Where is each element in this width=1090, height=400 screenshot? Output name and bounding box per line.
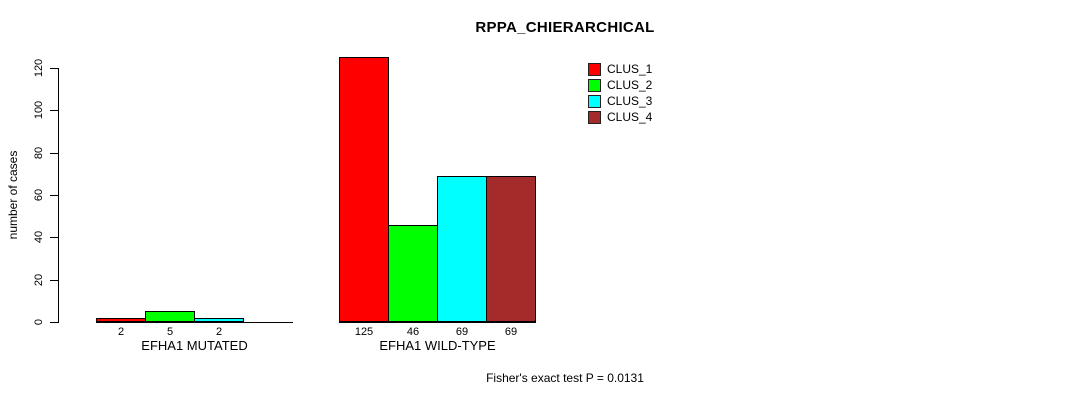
y-axis-line — [58, 68, 59, 323]
x-axis-baseline — [339, 322, 536, 323]
chart-title: RPPA_CHIERARCHICAL — [475, 19, 655, 36]
y-tick-mark — [50, 68, 58, 69]
bar-value-label: 46 — [406, 326, 420, 338]
bar-value-label: 69 — [504, 326, 518, 338]
y-tick-mark — [50, 195, 58, 196]
y-tick-mark — [50, 237, 58, 238]
bar-clus_3-group1 — [194, 318, 244, 322]
legend-item-clus_4: CLUS_4 — [588, 109, 652, 125]
legend-item-clus_2: CLUS_2 — [588, 77, 652, 93]
legend-label: CLUS_4 — [607, 110, 653, 124]
legend-swatch-icon — [588, 110, 601, 124]
y-tick-mark — [50, 280, 58, 281]
bar-value-label: 5 — [166, 326, 174, 338]
x-axis-baseline — [96, 322, 293, 323]
legend-swatch-icon — [588, 62, 601, 76]
y-tick-mark — [50, 322, 58, 323]
bar-clus_3-group2 — [437, 176, 487, 322]
bar-clus_2-group1 — [145, 311, 195, 322]
y-tick-mark — [50, 153, 58, 154]
legend-label: CLUS_1 — [607, 62, 653, 76]
legend-swatch-icon — [588, 78, 601, 92]
bar-clus_1-group2 — [339, 57, 389, 322]
y-tick-mark — [50, 110, 58, 111]
bar-value-label: 2 — [215, 326, 223, 338]
bar-value-label: 69 — [455, 326, 469, 338]
legend: CLUS_1 CLUS_2 CLUS_3 CLUS_4 — [588, 61, 652, 125]
legend-swatch-icon — [588, 94, 601, 108]
legend-item-clus_3: CLUS_3 — [588, 93, 652, 109]
bar-value-label: 2 — [117, 326, 125, 338]
legend-label: CLUS_2 — [607, 78, 653, 92]
x-category-label: EFHA1 MUTATED — [141, 338, 248, 353]
annotation-text: Fisher's exact test P = 0.0131 — [486, 371, 644, 385]
bar-clus_4-group2 — [486, 176, 536, 322]
legend-label: CLUS_3 — [607, 94, 653, 108]
bar-value-label: 125 — [354, 326, 374, 338]
bar-clus_2-group2 — [388, 225, 438, 322]
bar-clus_1-group1 — [96, 318, 146, 322]
x-category-label: EFHA1 WILD-TYPE — [379, 338, 496, 353]
legend-item-clus_1: CLUS_1 — [588, 61, 652, 77]
